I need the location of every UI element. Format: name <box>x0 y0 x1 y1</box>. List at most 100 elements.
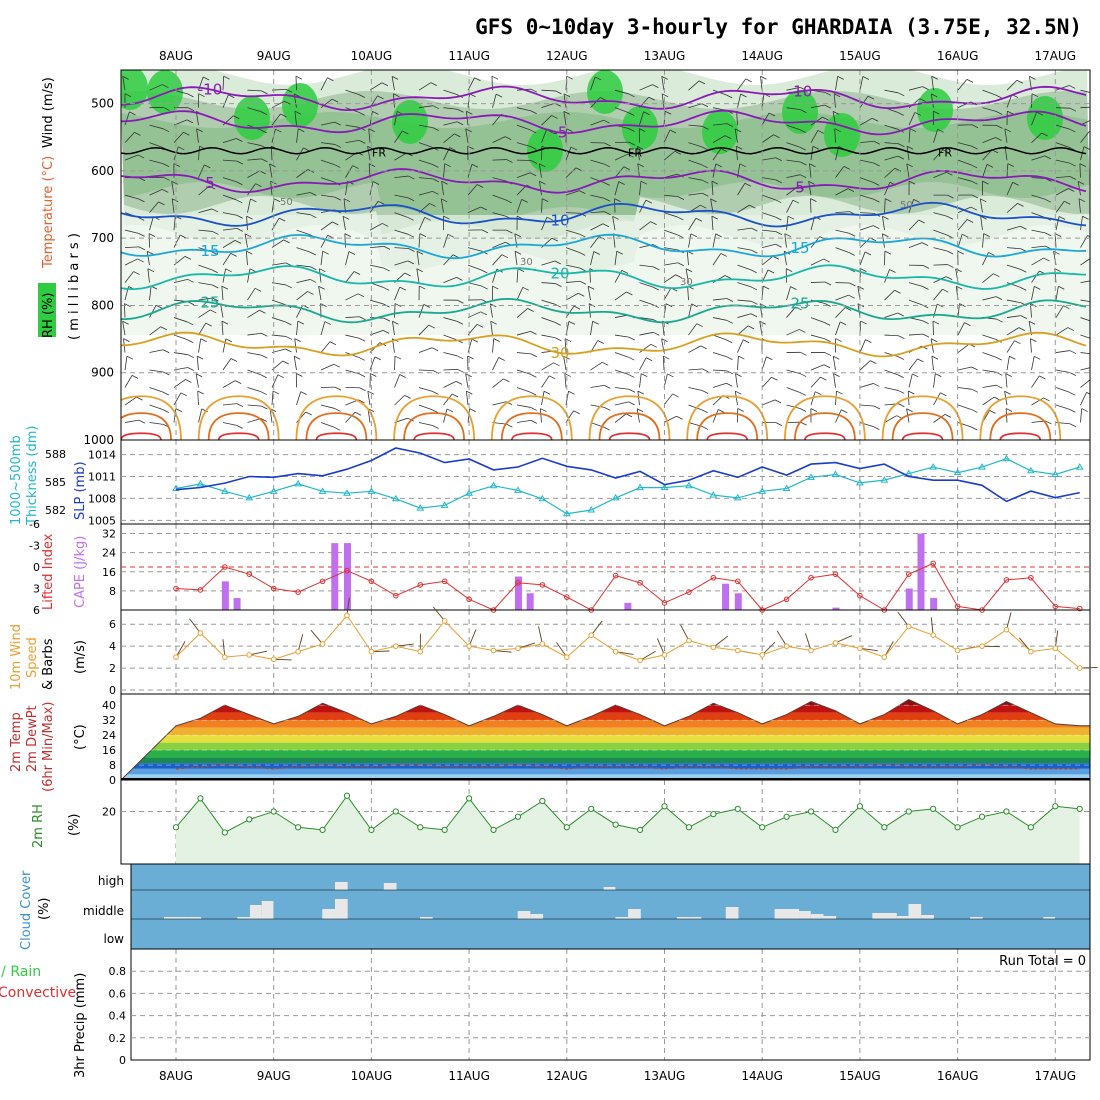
wind-barb <box>296 321 299 336</box>
wind-barb <box>688 233 692 248</box>
wind-barb-flag <box>490 320 497 325</box>
rh-area <box>176 795 1080 864</box>
wind-barb-flag <box>260 111 268 115</box>
wind-barb-flag <box>236 403 244 407</box>
wind-barb <box>884 198 886 213</box>
wind-barb-flag <box>579 233 586 238</box>
thickness-point <box>367 487 376 494</box>
wind-barb <box>367 391 371 406</box>
wind-barb <box>516 268 519 283</box>
rh-point <box>783 813 790 820</box>
wind-barb <box>564 338 567 353</box>
wind-barb-flag <box>702 368 709 373</box>
wind-barb-flag <box>454 133 461 138</box>
wind-barb <box>222 380 236 388</box>
wind-barb <box>149 189 163 196</box>
slp-tick-label: 1005 <box>88 514 116 527</box>
wind-barb-flag <box>196 355 204 360</box>
pressure-tick-label: 700 <box>91 231 114 245</box>
wind-barb <box>514 251 518 266</box>
wind-barb-flag <box>1041 132 1048 137</box>
cloud-bar-middle <box>615 917 629 919</box>
wind-barb <box>441 181 444 196</box>
wind-barb-flag <box>800 109 807 113</box>
heating-contour <box>510 432 553 440</box>
wind-barb-flag <box>823 364 831 369</box>
wind-barb <box>786 387 800 393</box>
wind-barb <box>541 299 555 305</box>
rh2m-panel: 20 2m RH (%) <box>31 779 1091 865</box>
wind-barb <box>957 404 972 410</box>
wind-barb-flag <box>372 111 379 115</box>
wind-barb-flag <box>799 408 807 412</box>
wind-barb <box>832 356 836 371</box>
lifted-index-axis-label: Lifted Index <box>41 533 56 610</box>
wind-barb-flag <box>735 390 742 395</box>
millibars-axis-label: ( m i l l i b a r s ) <box>67 233 82 340</box>
run-total-label: Run Total = 0 <box>999 954 1086 969</box>
wind-barb-flag <box>677 234 684 239</box>
wind-barb <box>467 184 478 196</box>
wind-barb-flag <box>931 75 938 80</box>
wind-barb <box>663 212 678 218</box>
wind-barb <box>734 128 738 143</box>
wind-barb <box>1031 286 1035 301</box>
wind-barb-flag <box>211 269 218 274</box>
wind-barb <box>320 77 328 91</box>
wind-barb-flag <box>359 387 366 392</box>
wind-tick-label: 2 <box>109 662 116 675</box>
rh-point <box>270 808 277 815</box>
wind-barb <box>663 229 678 236</box>
lifted-index-point <box>783 596 790 603</box>
wind-barb <box>663 129 671 143</box>
wind-barb-flag <box>564 338 572 342</box>
wind-barb-flag <box>1007 110 1014 115</box>
rh-point <box>734 805 741 812</box>
wind-barb <box>198 322 207 336</box>
wind-barb <box>124 356 128 371</box>
wind-barb-flag <box>653 331 660 336</box>
wind-barb <box>222 94 229 108</box>
wind-barb <box>320 422 335 428</box>
lifted-index-point <box>319 578 326 585</box>
wind-barb-10m <box>713 635 728 648</box>
wind-barb-flag <box>933 110 940 115</box>
wind-barb-flag <box>200 338 207 343</box>
wind-barb <box>296 128 299 143</box>
wind-barb <box>957 79 968 91</box>
wind-barb <box>1004 128 1008 143</box>
wind-barb-flag <box>530 88 538 93</box>
wind-barb-flag <box>554 321 561 326</box>
temp-tick-label: 24 <box>102 729 116 742</box>
thickness-point <box>929 463 938 470</box>
thickness-tick-label: 585 <box>45 476 66 489</box>
heating-contour <box>891 412 954 440</box>
bottom-date-tick: 16AUG <box>937 1069 979 1083</box>
wind-barb-flag <box>1094 280 1100 283</box>
wind-barb <box>810 198 812 213</box>
rh-contour-label: 30 <box>520 257 533 268</box>
wind-barb-flag <box>521 199 528 203</box>
wind-barb-flag <box>775 157 782 162</box>
rh-point <box>954 824 961 831</box>
wind-barb-flag <box>352 165 359 169</box>
wind-barb-flag <box>873 426 880 430</box>
wind-barb-flag <box>957 250 964 255</box>
thickness-line <box>175 458 1080 515</box>
wind-barb-flag <box>471 338 479 343</box>
top-date-axis: 8AUG 9AUG 10AUG 11AUG 12AUG 13AUG 14AUG 15AUG 16… <box>159 49 1076 63</box>
wind-barb <box>296 247 310 253</box>
heating-contour <box>315 432 358 440</box>
wind-barb-flag <box>701 409 708 414</box>
wind-barb <box>712 298 727 301</box>
wind-barb-flag <box>432 178 440 183</box>
wind-barb <box>541 89 556 92</box>
wind-barb <box>835 166 845 178</box>
wind-barb-10m <box>590 620 603 636</box>
wind-barb-flag <box>441 180 448 185</box>
wind-barb-flag <box>211 251 219 256</box>
wind-barb-flag <box>675 274 682 279</box>
wind-barb-flag <box>254 287 262 292</box>
wind-barb <box>957 142 972 147</box>
wind-barb <box>222 159 237 162</box>
